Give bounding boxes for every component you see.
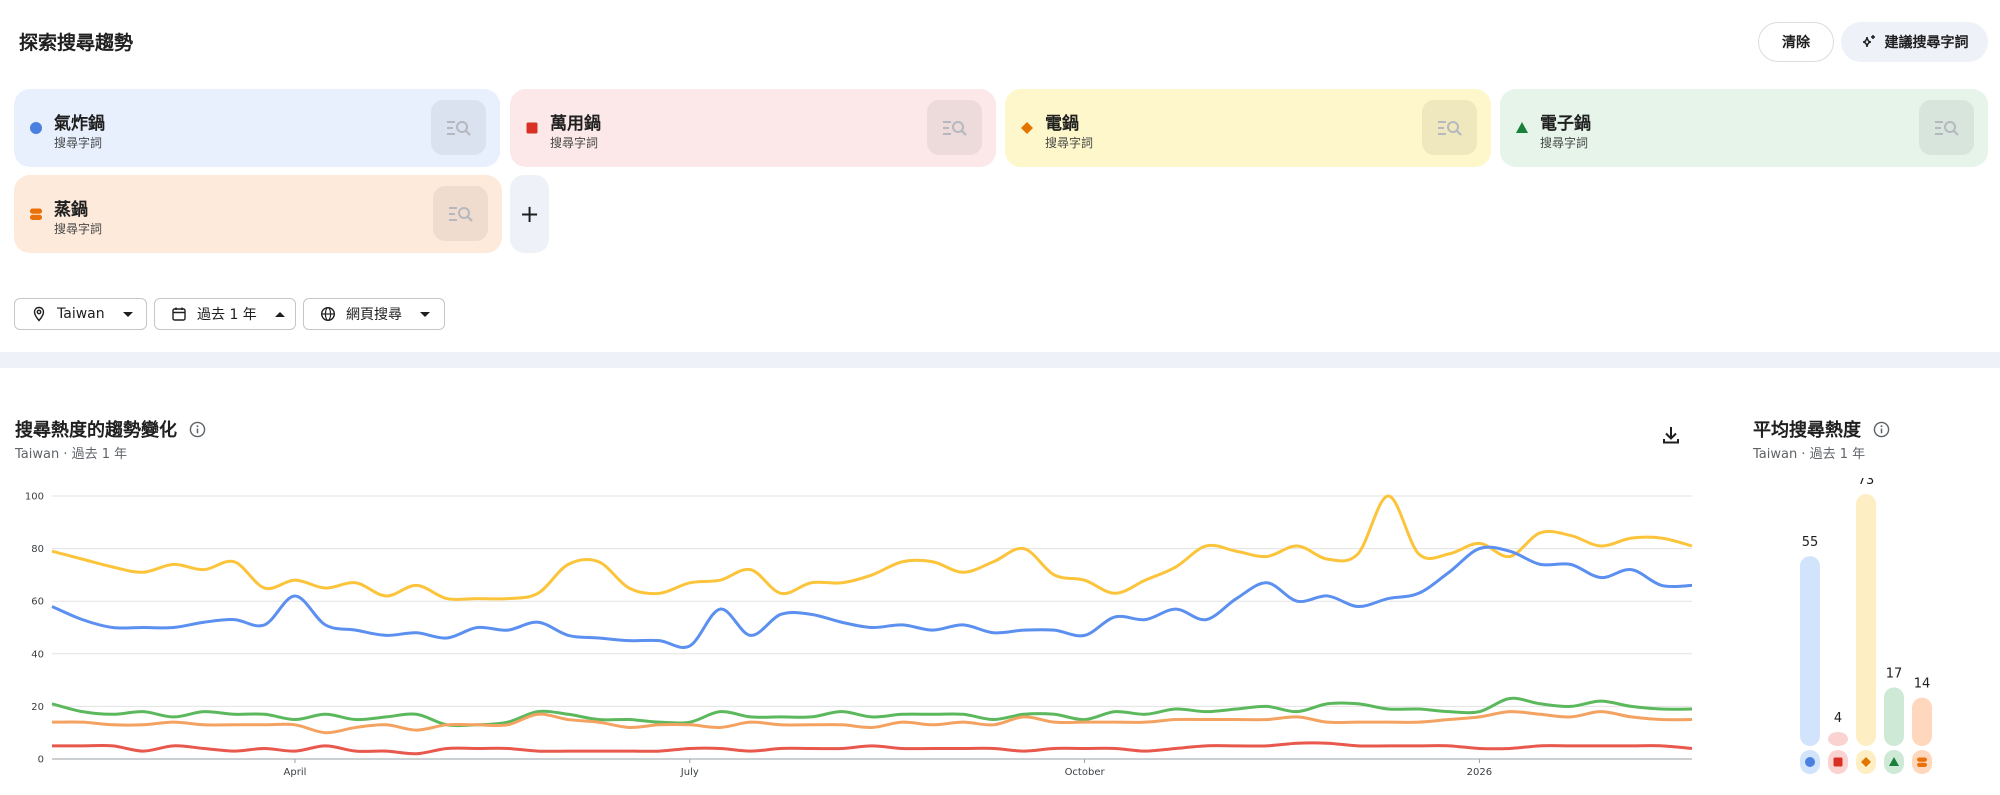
- average-title-row: 平均搜尋熱度: [1753, 416, 1890, 442]
- list-search-icon: [1437, 120, 1462, 136]
- trend-line-chart: 0 20 40 60 80 100 April July October 2026: [25, 492, 1693, 778]
- average-title: 平均搜尋熱度: [1753, 420, 1861, 441]
- clear-button[interactable]: 清除: [1758, 22, 1834, 62]
- chevron-down-icon: [122, 311, 133, 317]
- term-explore-button[interactable]: [927, 100, 982, 155]
- suggest-terms-button[interactable]: 建議搜尋字詞: [1841, 22, 1988, 62]
- bar-value-label: 55: [1802, 535, 1819, 550]
- circle-marker-icon: [1805, 757, 1815, 767]
- section-divider: [0, 352, 2000, 368]
- trend-title: 搜尋熱度的趨勢變化: [15, 420, 177, 441]
- sparkle-icon: [1862, 35, 1875, 48]
- region-filter-label: Taiwan: [57, 306, 105, 322]
- location-pin-icon: [33, 306, 45, 322]
- list-search-icon: [1934, 120, 1959, 136]
- y-tick-label: 80: [31, 544, 44, 555]
- property-filter[interactable]: 網頁搜尋: [303, 298, 445, 330]
- trend-title-row: 搜尋熱度的趨勢變化: [15, 416, 206, 442]
- average-bar: [1828, 732, 1848, 746]
- term-explore-button[interactable]: [1919, 100, 1974, 155]
- term-card[interactable]: 電鍋 搜尋字詞: [1005, 89, 1491, 167]
- series-line: [51, 494, 1693, 602]
- term-type: 搜尋字詞: [550, 136, 599, 150]
- series-line: [52, 741, 1693, 756]
- average-bar-chart: 55 4 73 17 14: [1800, 478, 1932, 774]
- info-icon[interactable]: [189, 421, 206, 438]
- x-tick-label: October: [1065, 767, 1106, 778]
- series-line: [51, 710, 1693, 735]
- term-explore-button[interactable]: [1422, 100, 1477, 155]
- series-line: [51, 545, 1693, 649]
- triangle-marker-icon: [1889, 757, 1899, 766]
- globe-icon: [320, 306, 336, 322]
- diamond-marker-icon: [1021, 122, 1033, 134]
- square-marker-icon: [526, 122, 538, 134]
- circle-marker-icon: [30, 122, 42, 134]
- average-subtitle: Taiwan · 過去 1 年: [1753, 447, 1866, 462]
- term-name: 電子鍋: [1540, 114, 1591, 134]
- property-filter-label: 網頁搜尋: [346, 307, 402, 323]
- y-tick-label: 100: [25, 492, 44, 503]
- term-name: 電鍋: [1045, 114, 1079, 134]
- term-type: 搜尋字詞: [1540, 136, 1589, 150]
- bar-value-label: 73: [1858, 478, 1875, 488]
- trend-subtitle: Taiwan · 過去 1 年: [15, 447, 128, 462]
- suggest-terms-label: 建議搜尋字詞: [1884, 35, 1969, 51]
- add-term-button[interactable]: +: [510, 175, 549, 253]
- region-filter[interactable]: Taiwan: [14, 298, 147, 330]
- square-marker-icon: [1833, 757, 1843, 767]
- series-line: [51, 696, 1693, 728]
- bar-value-label: 14: [1914, 677, 1931, 692]
- term-name: 萬用鍋: [550, 114, 601, 134]
- period-filter-label: 過去 1 年: [197, 307, 257, 323]
- stack-marker-icon: [1917, 757, 1927, 767]
- term-type: 搜尋字詞: [54, 222, 103, 236]
- term-explore-button[interactable]: [433, 186, 488, 241]
- triangle-marker-icon: [1516, 122, 1528, 133]
- term-card[interactable]: 萬用鍋 搜尋字詞: [510, 89, 996, 167]
- calendar-icon: [172, 307, 186, 321]
- x-tick-label: July: [680, 767, 699, 778]
- info-icon[interactable]: [1873, 421, 1890, 438]
- stack-marker-icon: [30, 208, 42, 220]
- diamond-marker-icon: [1861, 757, 1871, 767]
- y-tick-label: 40: [31, 649, 44, 660]
- term-card[interactable]: 蒸鍋 搜尋字詞: [14, 175, 502, 253]
- list-search-icon: [942, 120, 967, 136]
- average-bar: [1856, 494, 1876, 746]
- bar-marker-cap: [1912, 750, 1932, 774]
- average-bar: [1912, 697, 1932, 746]
- download-icon[interactable]: [1660, 424, 1682, 446]
- term-type: 搜尋字詞: [54, 136, 103, 150]
- term-explore-button[interactable]: [431, 100, 486, 155]
- x-tick-label: April: [284, 767, 307, 778]
- term-card[interactable]: 氣炸鍋 搜尋字詞: [14, 89, 500, 167]
- list-search-icon: [446, 120, 471, 136]
- term-name: 氣炸鍋: [54, 114, 105, 134]
- y-tick-label: 0: [38, 755, 44, 766]
- page-title: 探索搜尋趨勢: [19, 32, 134, 54]
- average-bar: [1884, 687, 1904, 746]
- period-filter[interactable]: 過去 1 年: [154, 298, 296, 330]
- y-tick-label: 60: [31, 597, 44, 608]
- term-type: 搜尋字詞: [1045, 136, 1094, 150]
- y-tick-label: 20: [31, 702, 44, 713]
- list-search-icon: [448, 206, 473, 222]
- average-bar: [1800, 556, 1820, 746]
- chevron-down-icon: [420, 311, 430, 317]
- x-tick-label: 2026: [1467, 767, 1492, 778]
- term-name: 蒸鍋: [54, 200, 88, 220]
- bar-value-label: 4: [1834, 711, 1842, 726]
- bar-value-label: 17: [1886, 666, 1903, 681]
- term-card[interactable]: 電子鍋 搜尋字詞: [1500, 89, 1988, 167]
- chevron-up-icon: [274, 311, 285, 317]
